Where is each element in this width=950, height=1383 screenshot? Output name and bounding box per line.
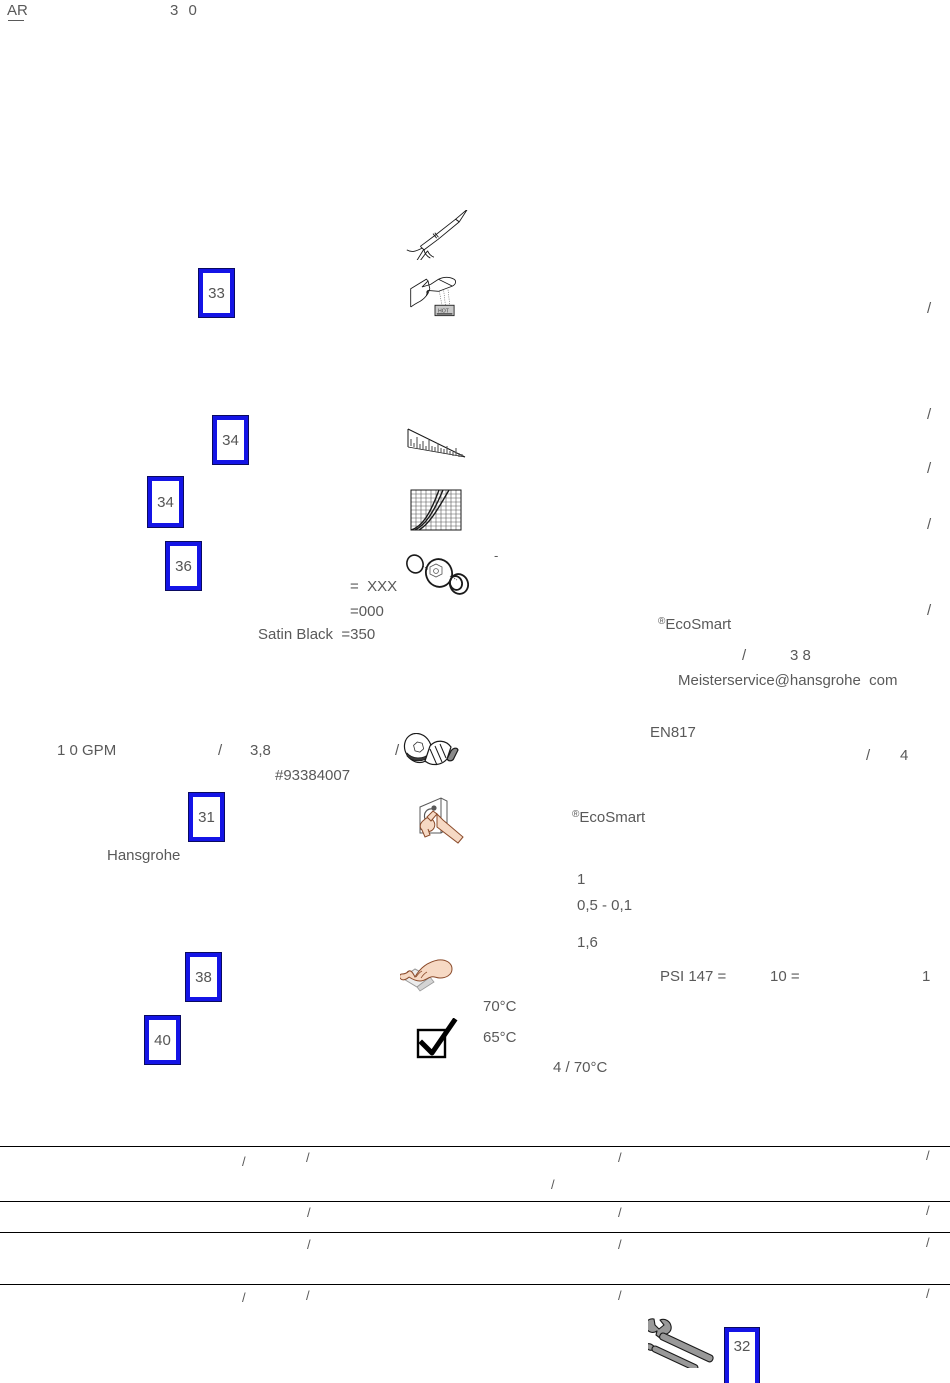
svg-text:HOT: HOT [438,309,450,315]
